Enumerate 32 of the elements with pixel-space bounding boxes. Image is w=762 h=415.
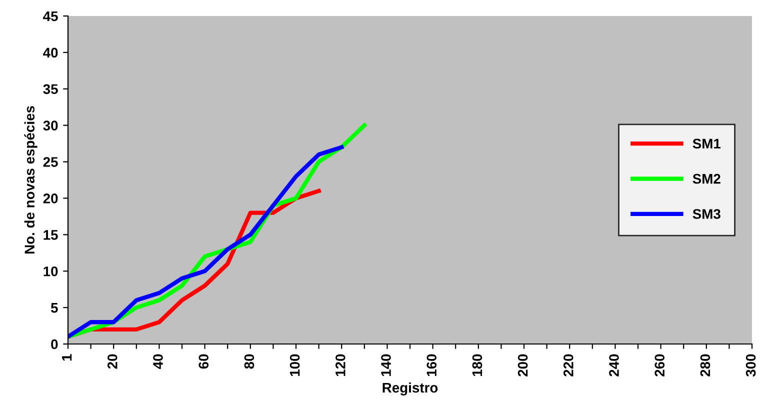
- x-tick-label: 260: [654, 354, 665, 376]
- x-axis-title: Registro: [382, 382, 438, 396]
- legend-label: SM2: [692, 174, 720, 184]
- y-tick-label: 25: [43, 157, 58, 167]
- x-tick-label: 80: [244, 354, 254, 369]
- legend-label: SM1: [692, 138, 721, 149]
- line-series: [68, 145, 344, 339]
- x-tick-label: 280: [700, 354, 710, 376]
- y-tick-label: 20: [43, 194, 58, 204]
- x-tick-label: 300: [746, 354, 756, 377]
- x-tick-label: 180: [472, 354, 482, 376]
- y-tick-label: 30: [43, 120, 58, 131]
- x-tick-label: 240: [609, 354, 619, 376]
- y-tick-label: 40: [43, 48, 58, 58]
- x-tick-label: 120: [335, 354, 346, 376]
- x-tick-label: 1: [62, 354, 72, 361]
- y-tick-label: 10: [44, 266, 58, 276]
- y-axis-title: No. de novas espécies: [24, 106, 38, 254]
- y-tick-label: 5: [50, 303, 58, 313]
- y-tick-label: 0: [51, 339, 58, 350]
- y-tick-label: 45: [43, 11, 58, 22]
- x-tick-label: 200: [518, 354, 528, 376]
- x-tick-label: 60: [198, 354, 209, 369]
- x-tick-label: 160: [426, 354, 437, 376]
- x-tick-label: 40: [153, 354, 163, 369]
- y-tick-label: 35: [43, 84, 58, 94]
- x-tick-label: 20: [107, 354, 118, 369]
- x-tick-label: 100: [290, 354, 300, 376]
- x-tick-label: 220: [563, 354, 574, 376]
- legend-label: SM3: [692, 209, 720, 219]
- x-tick-label: 140: [381, 354, 391, 376]
- y-tick-label: 15: [44, 230, 58, 240]
